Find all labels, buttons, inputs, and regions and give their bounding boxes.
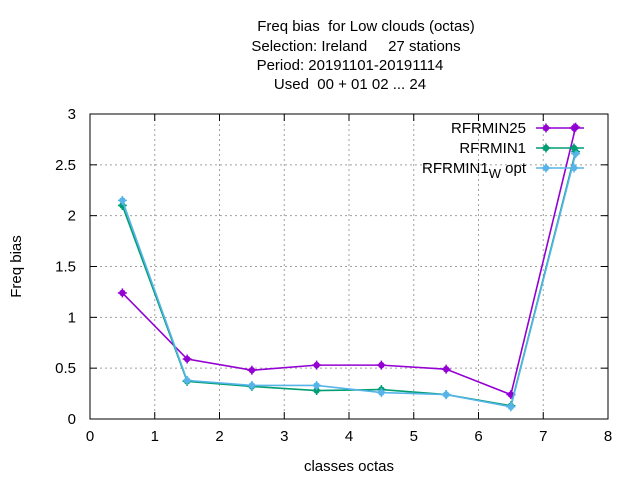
- x-tick-label: 7: [539, 428, 547, 445]
- x-tick-label: 8: [604, 428, 612, 445]
- data-point: [312, 380, 322, 390]
- legend-entry: RFRMIN1: [459, 140, 584, 157]
- y-tick-label: 0: [68, 411, 76, 428]
- y-tick-label: 2.5: [55, 157, 76, 174]
- data-point: [312, 360, 322, 370]
- series-3: [117, 149, 581, 412]
- x-axis-label: classes octas: [304, 458, 394, 475]
- y-axis-label: Freq bias: [8, 235, 25, 298]
- data-point: [441, 390, 451, 400]
- x-tick-label: 6: [474, 428, 482, 445]
- data-point: [247, 365, 257, 375]
- data-point: [376, 360, 386, 370]
- legend-marker: [569, 143, 579, 153]
- data-point: [182, 354, 192, 364]
- x-tick-label: 2: [215, 428, 223, 445]
- data-point: [117, 288, 127, 298]
- y-tick-label: 3: [68, 106, 76, 123]
- legend-label: RFRMIN1W opt: [422, 160, 527, 181]
- legend-marker: [541, 163, 551, 173]
- legend-label: RFRMIN1: [459, 140, 526, 157]
- title-line-2: Selection: Ireland 27 stations: [251, 38, 461, 55]
- legend-marker: [569, 163, 579, 173]
- data-point: [247, 380, 257, 390]
- series-line: [121, 151, 577, 407]
- y-tick-label: 0.5: [55, 360, 76, 377]
- x-tick-label: 0: [86, 428, 94, 445]
- y-tick-label: 2: [68, 208, 76, 225]
- data-point: [376, 388, 386, 398]
- legend-marker: [541, 143, 551, 153]
- legend-marker: [541, 123, 551, 133]
- y-tick-label: 1: [68, 309, 76, 326]
- legend-entry: RFRMIN25: [451, 120, 584, 137]
- title-line-3: Period: 20191101-20191114: [256, 57, 444, 74]
- x-tick-label: 4: [345, 428, 353, 445]
- series-line: [121, 153, 577, 408]
- data-point: [117, 195, 127, 205]
- data-point: [182, 375, 192, 385]
- legend-marker: [569, 123, 579, 133]
- legend-label: RFRMIN25: [451, 120, 526, 137]
- x-tick-label: 1: [151, 428, 159, 445]
- legend-entry: RFRMIN1W opt: [422, 160, 584, 181]
- x-tick-label: 3: [280, 428, 288, 445]
- title-line-4: Used 00 + 01 02 ... 24: [273, 76, 427, 93]
- y-tick-label: 1.5: [55, 259, 76, 276]
- title-line-1: Freq bias for Low clouds (octas): [257, 18, 475, 35]
- x-tick-label: 5: [410, 428, 418, 445]
- data-point: [441, 364, 451, 374]
- series-line: [121, 127, 577, 396]
- data-point: [506, 402, 516, 412]
